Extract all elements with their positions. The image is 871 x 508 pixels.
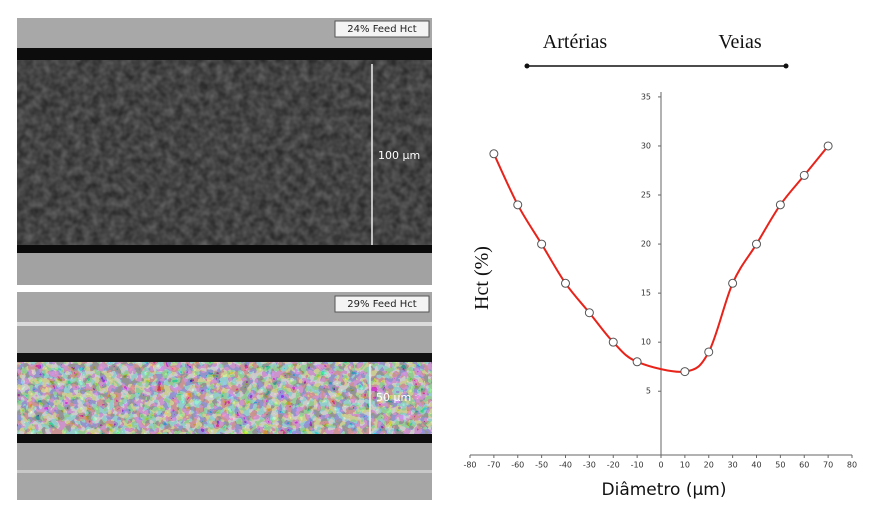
point bbox=[680, 367, 690, 377]
x-tick-label: 80 bbox=[847, 461, 857, 470]
point bbox=[489, 149, 499, 159]
point bbox=[799, 170, 809, 180]
x-tick-label: -80 bbox=[463, 461, 476, 470]
y-tick-label: 10 bbox=[641, 338, 651, 347]
y-tick-label: 15 bbox=[641, 289, 651, 298]
y-tick-label: 25 bbox=[641, 191, 651, 200]
image-label: 29% Feed Hct bbox=[347, 299, 416, 310]
y-axis-label: Hct (%) bbox=[471, 246, 493, 310]
x-tick-label: 50 bbox=[775, 461, 785, 470]
x-tick-label: -10 bbox=[631, 461, 644, 470]
point bbox=[561, 278, 570, 288]
point bbox=[632, 357, 642, 367]
x-tick-label: 60 bbox=[799, 461, 809, 470]
point bbox=[752, 239, 761, 249]
y-tick-label: 20 bbox=[641, 240, 651, 249]
x-tick-label: 20 bbox=[704, 461, 714, 470]
point bbox=[823, 141, 833, 151]
point bbox=[608, 337, 618, 347]
y-tick-label: 35 bbox=[641, 92, 651, 101]
x-tick-label: -50 bbox=[535, 461, 548, 470]
arrow-end bbox=[783, 63, 789, 69]
x-axis-label: Diâmetro (µm) bbox=[602, 480, 727, 500]
image-label: 24% Feed Hct bbox=[347, 24, 416, 35]
arrow-end bbox=[524, 63, 530, 69]
x-tick-label: 10 bbox=[680, 461, 690, 470]
point bbox=[704, 347, 714, 357]
annotation: Artérias bbox=[543, 31, 608, 53]
scale-label: 50 µm bbox=[376, 391, 411, 404]
x-tick-label: -70 bbox=[487, 461, 500, 470]
micrograph-bottom: 29% Feed Hct 50 µm bbox=[17, 292, 432, 500]
x-tick-label: 70 bbox=[823, 461, 833, 470]
point bbox=[775, 200, 785, 210]
x-tick-label: -30 bbox=[583, 461, 596, 470]
scale-label: 100 µm bbox=[378, 149, 420, 162]
x-tick-label: 40 bbox=[751, 461, 761, 470]
y-tick-label: 30 bbox=[641, 141, 651, 150]
x-tick-label: 0 bbox=[658, 461, 663, 470]
point bbox=[728, 278, 738, 288]
x-tick-label: -60 bbox=[511, 461, 524, 470]
micrograph-top: 24% Feed Hct 100 µm bbox=[17, 18, 432, 285]
x-tick-label: 30 bbox=[728, 461, 738, 470]
x-tick-label: -40 bbox=[559, 461, 572, 470]
point bbox=[537, 239, 547, 249]
annotation: Veias bbox=[718, 31, 762, 53]
x-tick-label: -20 bbox=[607, 461, 620, 470]
point bbox=[584, 308, 594, 318]
point bbox=[513, 200, 523, 210]
y-tick-label: 5 bbox=[646, 387, 651, 396]
